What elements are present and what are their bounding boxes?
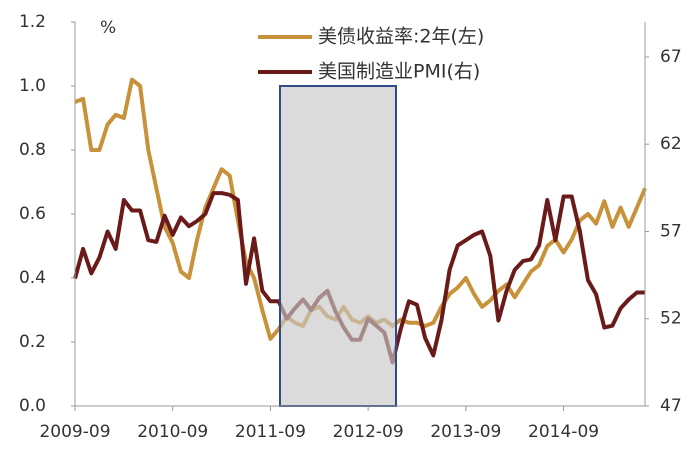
- y-tick-label: 0.8: [19, 140, 46, 160]
- x-tick-label: 2011-09: [235, 422, 306, 442]
- x-tick-label: 2012-09: [333, 422, 404, 442]
- y-tick-label: 0.6: [19, 204, 46, 224]
- x-tick-label: 2014-09: [528, 422, 599, 442]
- legend-label: 美国制造业PMI(右): [318, 61, 480, 83]
- legend-label: 美债收益率:2年(左): [318, 26, 484, 48]
- highlight-region: [279, 85, 397, 407]
- y2-tick-label: 67: [660, 47, 682, 67]
- x-tick-label: 2009-09: [39, 422, 110, 442]
- x-tick-label: 2010-09: [137, 422, 208, 442]
- y-tick-label: 1.0: [19, 76, 46, 96]
- y2-tick-label: 52: [660, 309, 682, 329]
- y-tick-label: 0.4: [19, 268, 46, 288]
- x-tick-label: 2013-09: [430, 422, 501, 442]
- y2-tick-label: 57: [660, 221, 682, 241]
- y-tick-label: 0.2: [19, 332, 46, 352]
- y2-tick-label: 47: [660, 396, 682, 416]
- unit-annotation: %: [100, 18, 116, 38]
- y2-tick-label: 62: [660, 134, 682, 154]
- y-tick-label: 0.0: [19, 396, 46, 416]
- y-tick-label: 1.2: [19, 12, 46, 32]
